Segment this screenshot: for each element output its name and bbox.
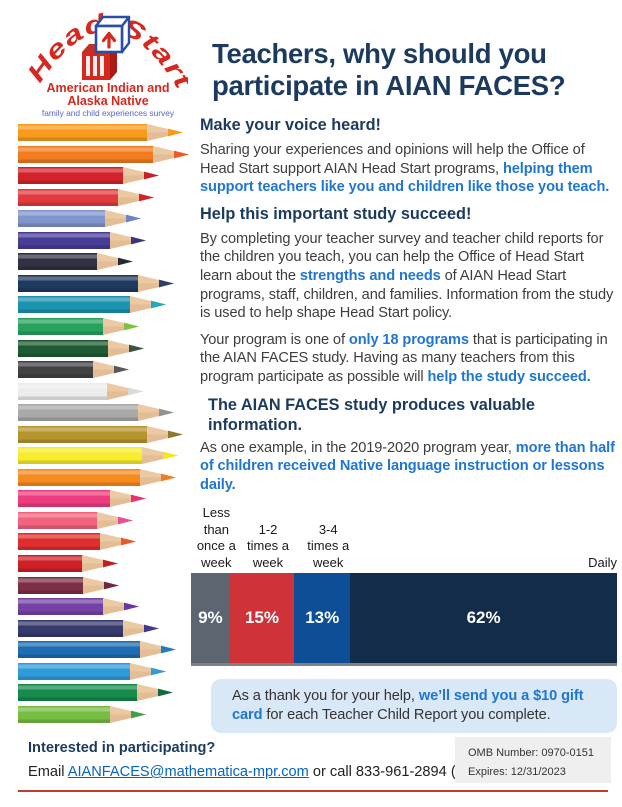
pencil-27 xyxy=(18,705,146,723)
footer-contact-line: Email AIANFACES@mathematica-mpr.com or c… xyxy=(28,764,509,780)
emphasis-text: helping them support teachers like you a… xyxy=(200,160,610,196)
pencil-10 xyxy=(18,339,144,357)
logo-subtitle-line1: American Indian and xyxy=(47,81,170,95)
head-start-logo: Head Start American Indian and Alaska Na… xyxy=(24,9,188,118)
bar-segment-3: 62% xyxy=(350,573,617,663)
logo-tagline: family and child experiences survey xyxy=(42,108,175,118)
pencil-7 xyxy=(18,274,174,292)
omb-box: OMB Number: 0970-0151 Expires: 12/31/202… xyxy=(455,737,611,783)
pencil-2 xyxy=(18,167,159,185)
plain-text: of AIAN Head Start programs, staff, chil… xyxy=(200,267,614,322)
pencil-4 xyxy=(18,210,141,228)
bar-value-label-2: 13% xyxy=(305,608,340,627)
pencil-26 xyxy=(18,684,173,702)
page-title: Teachers, why should you participate in … xyxy=(212,38,566,101)
pencil-24 xyxy=(18,641,176,659)
plain-text: Sharing your experiences and opinions wi… xyxy=(200,142,585,177)
footer-red-rule xyxy=(18,790,608,792)
section-heading-succeed: Help this important study succeed! xyxy=(200,204,472,223)
footer-heading: Interested in participating? xyxy=(28,740,216,756)
pencil-15 xyxy=(18,447,178,465)
gift-card-callout: As a thank you for your help, we’ll send… xyxy=(211,679,617,733)
pencil-6 xyxy=(18,253,133,271)
pencil-25 xyxy=(18,662,166,680)
pencil-21 xyxy=(18,576,119,594)
paragraph-voice: Sharing your experiences and opinions wi… xyxy=(200,141,618,197)
pencil-16 xyxy=(18,468,176,486)
bar-value-label-1: 15% xyxy=(244,608,279,627)
pencil-13 xyxy=(18,404,174,422)
bar-tick-label-1: 1-2 times a week xyxy=(247,521,289,570)
omb-expires: Expires: 12/31/2023 xyxy=(468,765,566,778)
native-language-frequency-chart: Less than once a week 1-2 times a week 3-4… xyxy=(191,503,617,666)
plain-text: for each Teacher Child Report you comple… xyxy=(262,707,551,723)
plain-text: Email xyxy=(28,764,68,780)
bar-segment-2: 13% xyxy=(294,573,351,663)
bar-tick-label-2: 3-4 times a week xyxy=(307,521,350,570)
email-link[interactable]: AIANFACES@mathematica-mpr.com xyxy=(67,764,309,780)
pencil-22 xyxy=(18,598,139,616)
pencil-14 xyxy=(18,425,183,443)
omb-number: OMB Number: 0970-0151 xyxy=(468,747,594,759)
bar-segment-1: 15% xyxy=(229,573,295,663)
pencil-19 xyxy=(18,533,136,551)
chart-tick-labels: Less than once a week 1-2 times a week 3-4… xyxy=(191,503,617,571)
pencil-9 xyxy=(18,317,139,335)
logo-subtitle-line2: Alaska Native xyxy=(67,94,148,108)
bar-tick-label-0: Less than once a week xyxy=(196,505,236,570)
pencil-17 xyxy=(18,490,146,508)
pencil-1 xyxy=(18,145,189,163)
pencil-8 xyxy=(18,296,166,314)
emphasis-text: help the study succeed. xyxy=(427,368,591,385)
pencil-20 xyxy=(18,555,118,572)
plain-text: By completing your teacher survey and te… xyxy=(200,230,604,284)
section-heading-voice: Make your voice heard! xyxy=(200,116,381,134)
emphasis-text: strengths and needs xyxy=(299,267,441,284)
emphasis-text: more than half of children received Nati… xyxy=(200,439,615,493)
pencil-11 xyxy=(18,361,129,379)
plain-text: Your program is one of xyxy=(200,331,349,348)
stacked-bar: 9% 15% 13% 62% xyxy=(191,573,617,666)
building-blocks-icon xyxy=(82,15,131,80)
bar-segment-0: 9% xyxy=(191,573,230,663)
bar-tick-label-3: Daily xyxy=(588,554,617,570)
paragraph-study: By completing your teacher survey and te… xyxy=(200,230,618,323)
pencil-3 xyxy=(18,188,154,206)
bar-value-label-0: 9% xyxy=(198,608,223,627)
plain-text: As one example, in the 2019-2020 program… xyxy=(200,439,516,456)
pencil-5 xyxy=(18,231,146,249)
main-content: Teachers, why should you participate in … xyxy=(200,38,618,502)
emphasis-text: we’ll send you a $10 gift card xyxy=(232,688,584,723)
paragraph-programs: Your program is one of only 18 programs … xyxy=(200,331,618,387)
bar-value-label-3: 62% xyxy=(466,608,501,627)
plain-text: that is participating in the AIAN FACES … xyxy=(200,331,608,385)
emphasis-text: only 18 programs xyxy=(348,331,469,348)
pencil-18 xyxy=(18,511,133,529)
plain-text: As a thank you for your help, xyxy=(232,688,419,704)
pencil-0 xyxy=(18,124,183,141)
section-heading-information: The AIAN FACES study produces valuable i… xyxy=(208,395,535,434)
pencil-23 xyxy=(18,619,159,637)
paragraph-example: As one example, in the 2019-2020 program… xyxy=(200,439,618,495)
gift-card-text: As a thank you for your help, we’ll send… xyxy=(232,687,603,725)
pencil-12 xyxy=(18,382,143,400)
